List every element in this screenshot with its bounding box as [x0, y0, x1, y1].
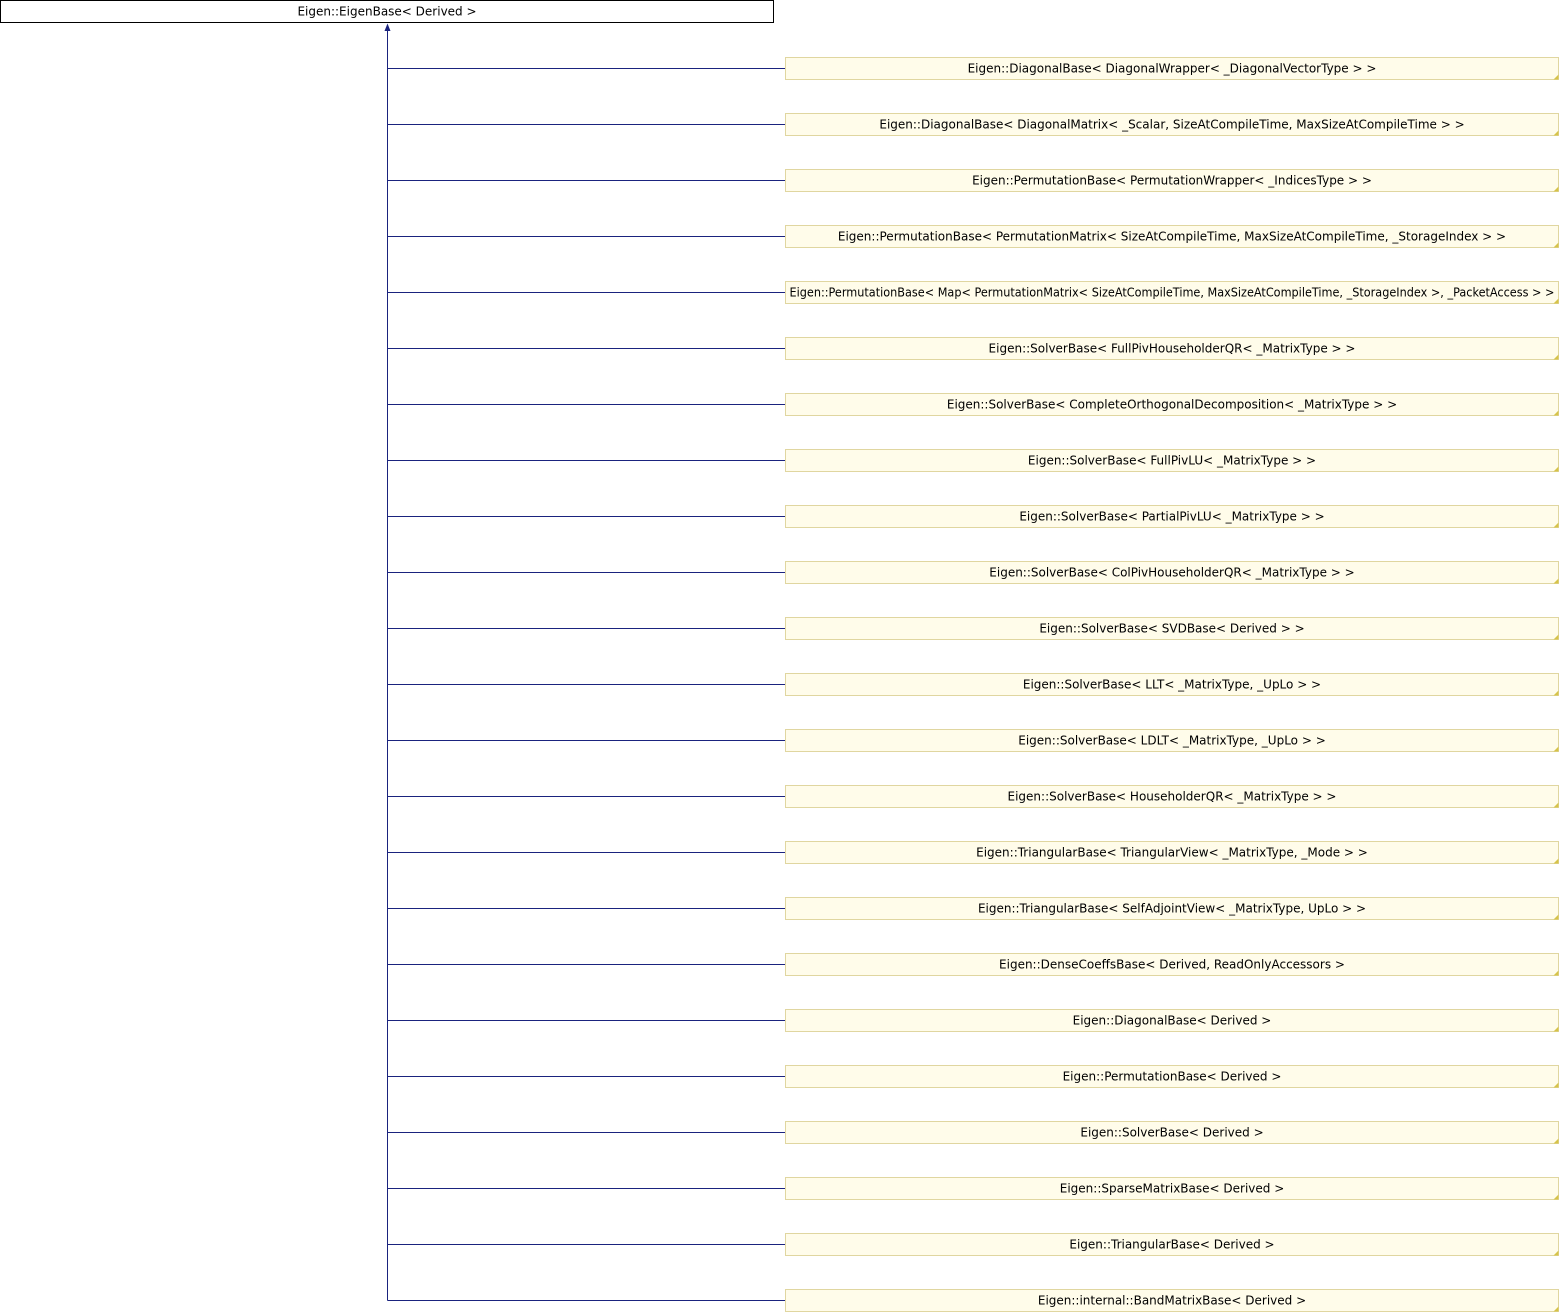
derived-class-box [785, 673, 1559, 696]
node-corner-mark [1553, 1082, 1559, 1088]
derived-class-label: Eigen::TriangularBase< Derived > [1069, 1238, 1274, 1252]
node-corner-mark [1553, 74, 1559, 80]
node-corner-mark [1553, 914, 1559, 920]
derived-class-node[interactable]: Eigen::SolverBase< Derived > [785, 1121, 1559, 1144]
derived-class-box [785, 1233, 1559, 1256]
derived-class-box [785, 449, 1559, 472]
derived-class-box [785, 113, 1559, 136]
node-corner-mark [1553, 1138, 1559, 1144]
derived-class-label: Eigen::SolverBase< CompleteOrthogonalDec… [947, 398, 1397, 412]
root-node-box [0, 0, 774, 23]
node-corner-mark [1553, 970, 1559, 976]
derived-class-node[interactable]: Eigen::TriangularBase< SelfAdjointView< … [785, 897, 1559, 920]
derived-class-node[interactable]: Eigen::PermutationBase< Map< Permutation… [785, 281, 1559, 304]
derived-class-label: Eigen::SparseMatrixBase< Derived > [1060, 1182, 1285, 1196]
derived-class-node[interactable]: Eigen::SolverBase< HouseholderQR< _Matri… [785, 785, 1559, 808]
derived-class-node[interactable]: Eigen::DenseCoeffsBase< Derived, ReadOnl… [785, 953, 1559, 976]
derived-class-box [785, 841, 1559, 864]
node-corner-mark [1553, 522, 1559, 528]
node-corner-mark [1553, 1306, 1559, 1312]
derived-class-node[interactable]: Eigen::PermutationBase< Derived > [785, 1065, 1559, 1088]
node-corner-mark [1553, 410, 1559, 416]
derived-class-nodes: Eigen::DiagonalBase< DiagonalWrapper< _D… [785, 57, 1559, 1312]
derived-class-box [785, 505, 1559, 528]
derived-class-label: Eigen::DiagonalBase< DiagonalMatrix< _Sc… [879, 118, 1464, 132]
derived-class-node[interactable]: Eigen::PermutationBase< PermutationMatri… [785, 225, 1559, 248]
derived-class-box [785, 337, 1559, 360]
derived-class-label: Eigen::SolverBase< PartialPivLU< _Matrix… [1019, 510, 1324, 524]
root-node-label: Eigen::EigenBase< Derived > [297, 5, 476, 19]
derived-class-box [785, 1009, 1559, 1032]
derived-class-node[interactable]: Eigen::TriangularBase< TriangularView< _… [785, 841, 1559, 864]
derived-class-box [785, 1065, 1559, 1088]
node-corner-mark [1553, 186, 1559, 192]
node-corner-mark [1553, 802, 1559, 808]
derived-class-label: Eigen::SolverBase< LLT< _MatrixType, _Up… [1023, 678, 1321, 692]
derived-class-label: Eigen::internal::BandMatrixBase< Derived… [1038, 1294, 1306, 1308]
derived-class-box [785, 1121, 1559, 1144]
derived-class-box [785, 561, 1559, 584]
derived-class-node[interactable]: Eigen::SolverBase< FullPivLU< _MatrixTyp… [785, 449, 1559, 472]
derived-class-label: Eigen::SolverBase< SVDBase< Derived > > [1039, 622, 1304, 636]
derived-class-label: Eigen::PermutationBase< Derived > [1063, 1070, 1282, 1084]
node-corner-mark [1553, 1250, 1559, 1256]
inheritance-edges [384, 23, 786, 1301]
derived-class-node[interactable]: Eigen::DiagonalBase< DiagonalWrapper< _D… [785, 57, 1559, 80]
derived-class-box [785, 617, 1559, 640]
derived-class-label: Eigen::SolverBase< FullPivHouseholderQR<… [989, 342, 1356, 356]
derived-class-label: Eigen::PermutationBase< PermutationWrapp… [972, 174, 1372, 188]
derived-class-node[interactable]: Eigen::SolverBase< PartialPivLU< _Matrix… [785, 505, 1559, 528]
node-corner-mark [1553, 466, 1559, 472]
derived-class-node[interactable]: Eigen::SolverBase< LDLT< _MatrixType, _U… [785, 729, 1559, 752]
derived-class-label: Eigen::TriangularBase< TriangularView< _… [976, 846, 1368, 860]
derived-class-node[interactable]: Eigen::SolverBase< SVDBase< Derived > > [785, 617, 1559, 640]
node-corner-mark [1553, 354, 1559, 360]
derived-class-box [785, 1177, 1559, 1200]
derived-class-label: Eigen::PermutationBase< PermutationMatri… [838, 230, 1506, 244]
derived-class-node[interactable]: Eigen::SolverBase< ColPivHouseholderQR< … [785, 561, 1559, 584]
derived-class-label: Eigen::TriangularBase< SelfAdjointView< … [978, 902, 1366, 916]
root-node-eigenbase[interactable]: Eigen::EigenBase< Derived > [0, 0, 774, 23]
derived-class-label: Eigen::DiagonalBase< Derived > [1073, 1014, 1272, 1028]
node-corner-mark [1553, 1026, 1559, 1032]
derived-class-label: Eigen::SolverBase< Derived > [1080, 1126, 1263, 1140]
derived-class-box [785, 169, 1559, 192]
derived-class-box [785, 953, 1559, 976]
node-corner-mark [1553, 130, 1559, 136]
node-corner-mark [1553, 578, 1559, 584]
node-corner-mark [1553, 690, 1559, 696]
derived-class-box [785, 57, 1559, 80]
derived-class-node[interactable]: Eigen::DiagonalBase< Derived > [785, 1009, 1559, 1032]
derived-class-node[interactable]: Eigen::SolverBase< FullPivHouseholderQR<… [785, 337, 1559, 360]
derived-class-box [785, 785, 1559, 808]
derived-class-box [785, 225, 1559, 248]
derived-class-label: Eigen::SolverBase< LDLT< _MatrixType, _U… [1018, 734, 1326, 748]
derived-class-label: Eigen::SolverBase< HouseholderQR< _Matri… [1008, 790, 1337, 804]
node-corner-mark [1553, 634, 1559, 640]
derived-class-node[interactable]: Eigen::DiagonalBase< DiagonalMatrix< _Sc… [785, 113, 1559, 136]
derived-class-node[interactable]: Eigen::SolverBase< CompleteOrthogonalDec… [785, 393, 1559, 416]
derived-class-box [785, 281, 1559, 304]
derived-class-node[interactable]: Eigen::internal::BandMatrixBase< Derived… [785, 1289, 1559, 1312]
derived-class-box [785, 897, 1559, 920]
node-corner-mark [1553, 858, 1559, 864]
derived-class-node[interactable]: Eigen::SolverBase< LLT< _MatrixType, _Up… [785, 673, 1559, 696]
node-corner-mark [1553, 1194, 1559, 1200]
inheritance-arrowhead [384, 23, 391, 31]
derived-class-node[interactable]: Eigen::SparseMatrixBase< Derived > [785, 1177, 1559, 1200]
derived-class-label: Eigen::SolverBase< ColPivHouseholderQR< … [989, 566, 1354, 580]
node-corner-mark [1553, 242, 1559, 248]
node-corner-mark [1553, 746, 1559, 752]
derived-class-node[interactable]: Eigen::TriangularBase< Derived > [785, 1233, 1559, 1256]
derived-class-label: Eigen::DenseCoeffsBase< Derived, ReadOnl… [999, 958, 1345, 972]
derived-class-label: Eigen::PermutationBase< Map< Permutation… [790, 286, 1555, 300]
derived-class-box [785, 393, 1559, 416]
derived-class-box [785, 729, 1559, 752]
node-corner-mark [1553, 298, 1559, 304]
derived-class-label: Eigen::DiagonalBase< DiagonalWrapper< _D… [968, 62, 1377, 76]
derived-class-label: Eigen::SolverBase< FullPivLU< _MatrixTyp… [1028, 454, 1316, 468]
derived-class-node[interactable]: Eigen::PermutationBase< PermutationWrapp… [785, 169, 1559, 192]
